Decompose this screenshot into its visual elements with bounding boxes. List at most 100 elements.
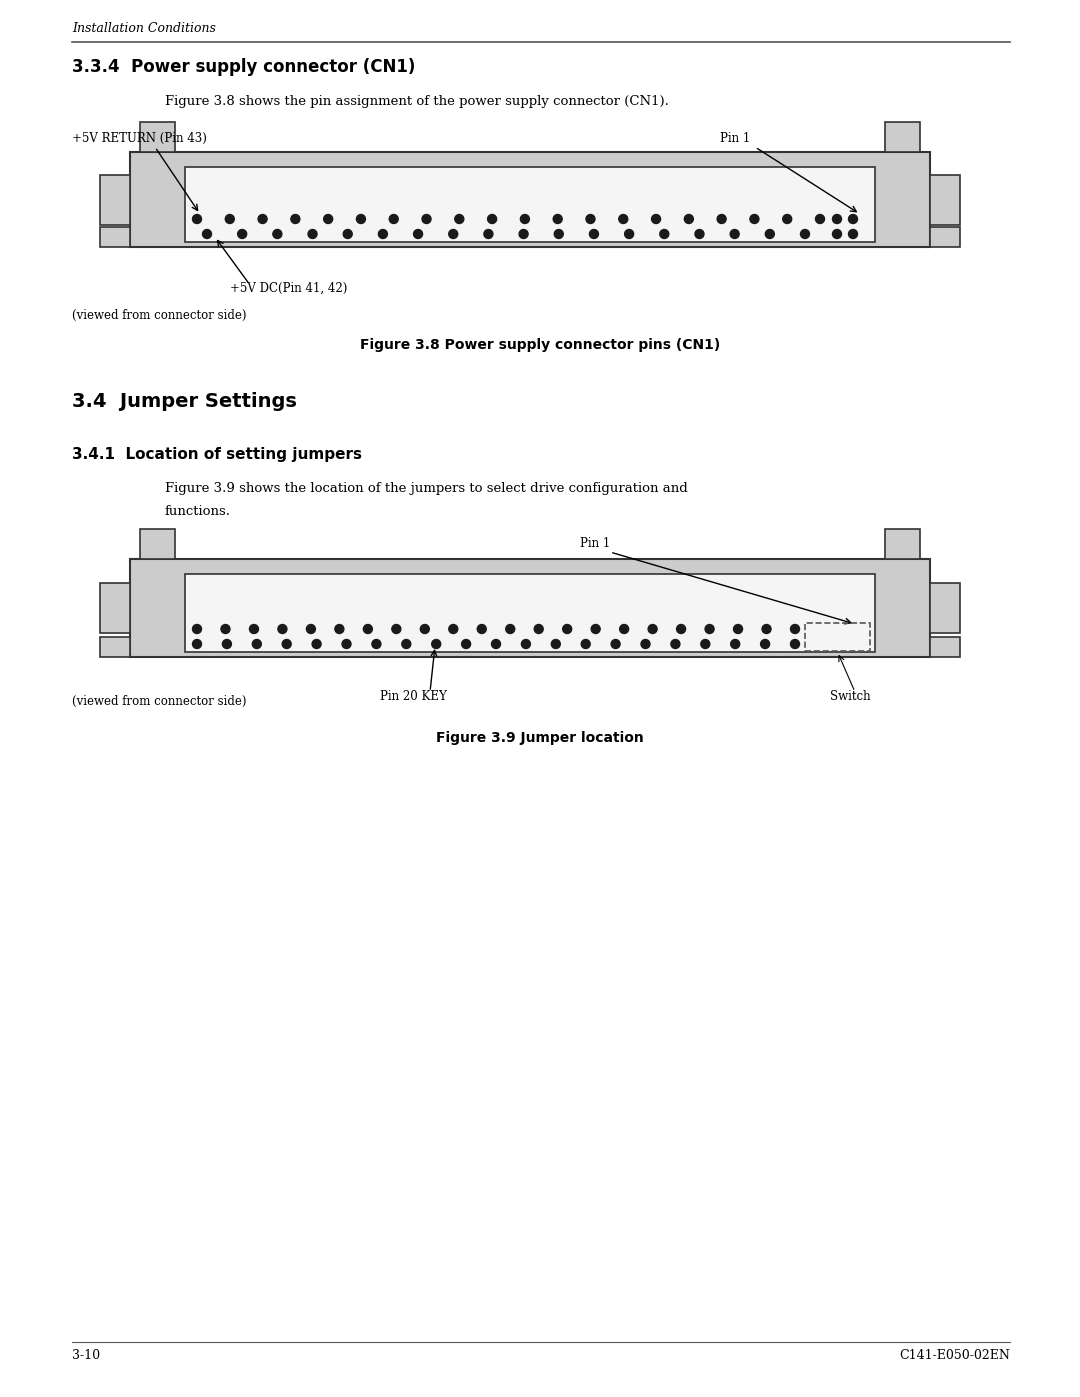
- Circle shape: [307, 624, 315, 633]
- Circle shape: [553, 215, 563, 224]
- Text: Figure 3.8 shows the pin assignment of the power supply connector (CN1).: Figure 3.8 shows the pin assignment of t…: [165, 95, 669, 108]
- Circle shape: [590, 229, 598, 239]
- Circle shape: [849, 215, 858, 224]
- Circle shape: [221, 624, 230, 633]
- Circle shape: [356, 215, 365, 224]
- Bar: [130, 559, 930, 657]
- Circle shape: [402, 640, 410, 648]
- Circle shape: [849, 229, 858, 239]
- Circle shape: [750, 215, 759, 224]
- Circle shape: [783, 215, 792, 224]
- Bar: [930, 175, 960, 225]
- Circle shape: [651, 215, 661, 224]
- Circle shape: [342, 640, 351, 648]
- Circle shape: [203, 229, 212, 239]
- Bar: [100, 583, 130, 633]
- Circle shape: [762, 624, 771, 633]
- Text: Figure 3.8 Power supply connector pins (CN1): Figure 3.8 Power supply connector pins (…: [360, 338, 720, 352]
- Circle shape: [487, 215, 497, 224]
- Circle shape: [676, 624, 686, 633]
- Circle shape: [642, 640, 650, 648]
- Circle shape: [717, 215, 726, 224]
- Circle shape: [392, 624, 401, 633]
- Circle shape: [308, 229, 318, 239]
- Circle shape: [253, 640, 261, 648]
- Circle shape: [335, 624, 343, 633]
- Text: (viewed from connector side): (viewed from connector side): [72, 694, 246, 708]
- Circle shape: [192, 215, 202, 224]
- Circle shape: [312, 640, 321, 648]
- Bar: [885, 122, 920, 152]
- Circle shape: [624, 229, 634, 239]
- Circle shape: [760, 640, 770, 648]
- Circle shape: [222, 640, 231, 648]
- Circle shape: [581, 640, 590, 648]
- Text: Pin 1: Pin 1: [580, 536, 610, 550]
- Circle shape: [226, 215, 234, 224]
- Circle shape: [273, 229, 282, 239]
- Circle shape: [791, 624, 799, 633]
- Circle shape: [701, 640, 710, 648]
- Text: 3.4  Jumper Settings: 3.4 Jumper Settings: [72, 393, 297, 411]
- Circle shape: [730, 229, 739, 239]
- Text: 3-10: 3-10: [72, 1350, 100, 1362]
- Bar: [100, 637, 130, 657]
- Circle shape: [449, 624, 458, 633]
- Circle shape: [800, 229, 810, 239]
- Circle shape: [491, 640, 500, 648]
- Circle shape: [519, 229, 528, 239]
- Bar: [930, 226, 960, 247]
- Bar: [805, 623, 870, 651]
- Circle shape: [733, 624, 743, 633]
- Circle shape: [694, 229, 704, 239]
- Circle shape: [238, 229, 246, 239]
- Circle shape: [477, 624, 486, 633]
- Circle shape: [671, 640, 680, 648]
- Circle shape: [461, 640, 471, 648]
- Circle shape: [363, 624, 373, 633]
- Circle shape: [448, 229, 458, 239]
- Circle shape: [278, 624, 287, 633]
- Circle shape: [815, 215, 824, 224]
- Circle shape: [685, 215, 693, 224]
- Circle shape: [192, 624, 202, 633]
- Circle shape: [455, 215, 463, 224]
- Text: (viewed from connector side): (viewed from connector side): [72, 309, 246, 321]
- Circle shape: [324, 215, 333, 224]
- Circle shape: [535, 624, 543, 633]
- Circle shape: [422, 215, 431, 224]
- Bar: [100, 226, 130, 247]
- Circle shape: [282, 640, 292, 648]
- Text: C141-E050-02EN: C141-E050-02EN: [900, 1350, 1010, 1362]
- Circle shape: [432, 640, 441, 648]
- Text: Switch: Switch: [831, 690, 870, 703]
- Circle shape: [611, 640, 620, 648]
- Circle shape: [343, 229, 352, 239]
- Bar: [185, 168, 875, 242]
- Bar: [185, 574, 875, 652]
- Circle shape: [586, 215, 595, 224]
- Circle shape: [484, 229, 492, 239]
- Circle shape: [258, 215, 267, 224]
- Circle shape: [378, 229, 388, 239]
- Bar: [130, 152, 930, 247]
- Bar: [140, 122, 175, 152]
- Text: Figure 3.9 shows the location of the jumpers to select drive configuration and: Figure 3.9 shows the location of the jum…: [165, 482, 688, 495]
- Circle shape: [833, 229, 841, 239]
- Circle shape: [563, 624, 571, 633]
- Text: Pin 1: Pin 1: [720, 131, 751, 145]
- Bar: [930, 583, 960, 633]
- Circle shape: [554, 229, 564, 239]
- Text: Installation Conditions: Installation Conditions: [72, 22, 216, 35]
- Circle shape: [648, 624, 657, 633]
- Circle shape: [505, 624, 515, 633]
- Text: 3.3.4  Power supply connector (CN1): 3.3.4 Power supply connector (CN1): [72, 59, 416, 75]
- Circle shape: [619, 215, 627, 224]
- Bar: [885, 529, 920, 559]
- Text: Pin 20 KEY: Pin 20 KEY: [380, 690, 447, 703]
- Text: +5V DC(Pin 41, 42): +5V DC(Pin 41, 42): [230, 282, 348, 295]
- Circle shape: [591, 624, 600, 633]
- Circle shape: [192, 640, 202, 648]
- Circle shape: [620, 624, 629, 633]
- Circle shape: [833, 215, 841, 224]
